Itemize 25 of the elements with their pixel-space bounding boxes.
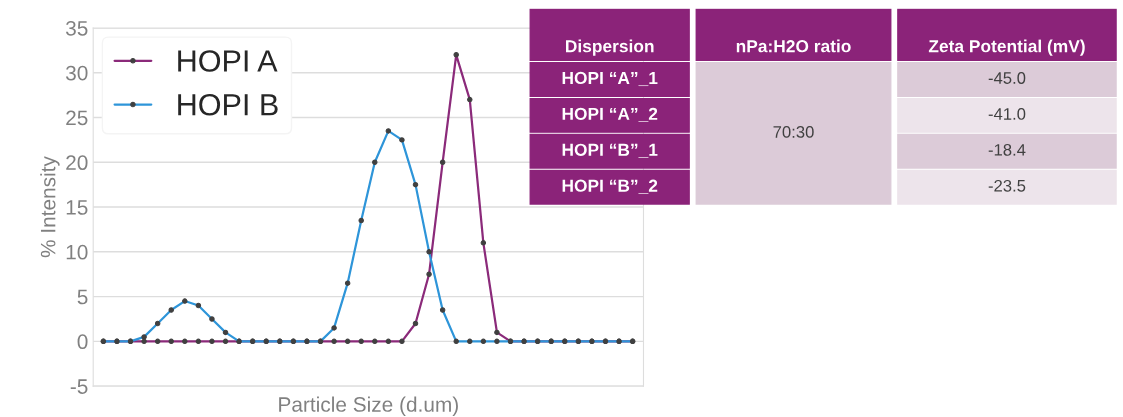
category-label: HOPI “A”_1 [562, 71, 658, 87]
category-label: nPa:H2O ratio [736, 39, 851, 53]
y-tick-label: 0 [77, 334, 88, 350]
category-label: Zeta Potential (mV) [928, 39, 1085, 56]
category-label: HOPI “B”_2 [562, 179, 658, 194]
category-label: HOPI “A”_2 [562, 107, 658, 122]
y-tick-label: 20 [66, 155, 88, 171]
y-tick-label: -5 [70, 379, 88, 394]
x-axis-title: Particle Size (d.um) [279, 396, 458, 416]
y-axis-title: % Intensity [40, 156, 60, 258]
legend-label: HOPI B [178, 93, 278, 116]
y-tick-label: 25 [66, 110, 88, 126]
text: 70:30 [773, 126, 814, 138]
text: -23.5 [988, 179, 1026, 192]
y-tick-label: 30 [65, 65, 88, 81]
text: -41.0 [988, 108, 1026, 120]
text: -18.4 [988, 143, 1026, 156]
y-tick-label: 10 [66, 244, 88, 260]
category-label: HOPI “B”_1 [562, 143, 658, 158]
legend-label: HOPI A [178, 50, 278, 72]
y-tick-label: 35 [65, 20, 88, 36]
text: -45.0 [988, 72, 1026, 84]
y-tick-label: 15 [66, 200, 88, 215]
y-tick-label: 5 [77, 289, 88, 305]
category-label: Dispersion [566, 39, 654, 56]
